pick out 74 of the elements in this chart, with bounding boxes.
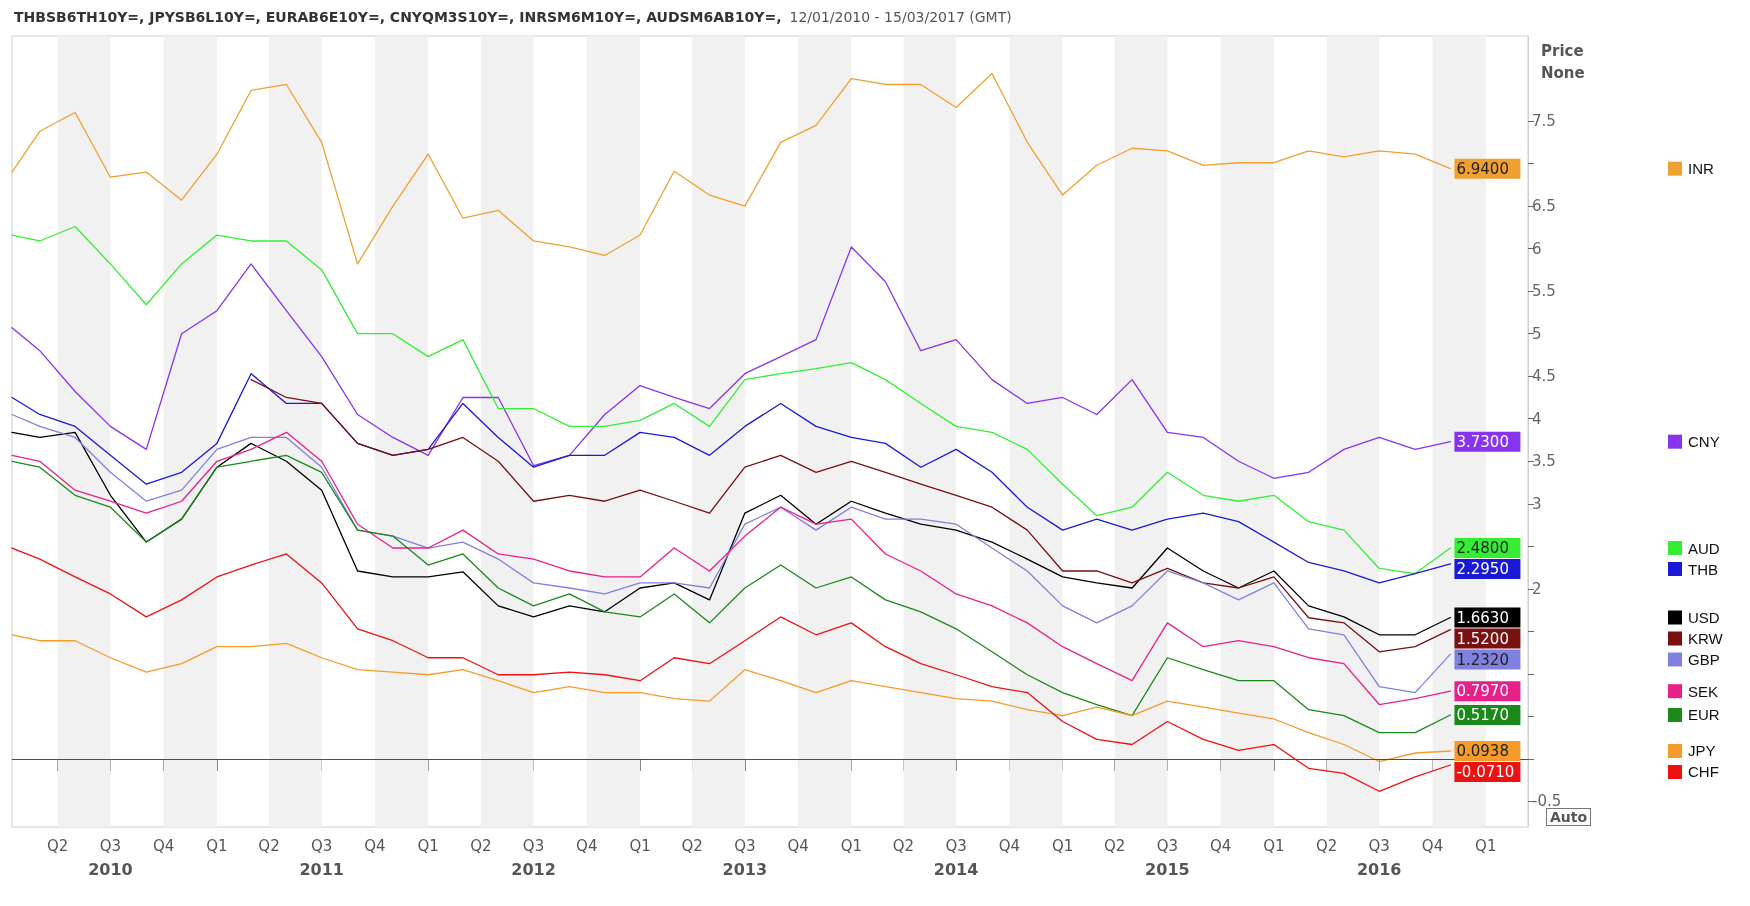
legend-label: CNY (1688, 433, 1720, 451)
x-tick-label: Q2 (681, 837, 703, 855)
x-tick-label: Q4 (576, 837, 598, 855)
line-series (11, 454, 1452, 734)
data-label: 2.2950 (1456, 560, 1509, 579)
x-tick-label: Q4 (152, 837, 175, 855)
x-tick-label: Q3 2016 (1356, 837, 1402, 879)
data-label: 1.5200 (1456, 629, 1509, 648)
data-label: 1.6630 (1456, 608, 1509, 627)
y-tick-label: 3 (1532, 494, 1542, 513)
x-tick-label: Q3 2015 (1145, 837, 1190, 879)
y-tick-label: 5.5 (1532, 282, 1556, 301)
data-label: 1.2320 (1456, 650, 1509, 669)
line-series (11, 225, 1452, 575)
auto-button: Auto (1546, 808, 1592, 826)
x-tick-label: Q1 (629, 837, 651, 855)
data-label: 3.7300 (1456, 432, 1509, 451)
x-tick-label: Q4 (998, 837, 1021, 855)
line-series (11, 373, 1452, 584)
y-tick-label: 7.5 (1532, 112, 1556, 131)
data-label: 0.0938 (1456, 741, 1509, 760)
x-tick-label: Q3 2014 (933, 837, 979, 879)
legend-label: USD (1688, 609, 1720, 627)
x-tick-label: Q4 (1421, 837, 1444, 855)
line-series (250, 378, 1452, 653)
x-tick-label: Q1 (1263, 837, 1285, 855)
legend-label: KRW (1688, 630, 1724, 648)
x-tick-label: Q3 2013 (722, 837, 768, 879)
data-label: 0.7970 (1456, 682, 1509, 701)
chart-title: THBSB6TH10Y=, JPYSB6L10Y=, EURAB6E10Y=, CNYQM3S10Y=, INRSM6M10Y=, AUDSM6AB10Y=, (14, 9, 782, 25)
line-series (11, 634, 1452, 763)
y-tick-label: -0.5 (1532, 792, 1562, 811)
x-tick-label: Q2 (470, 837, 492, 855)
legend-label: AUD (1688, 539, 1720, 557)
x-tick-label: Q2 (1104, 837, 1126, 855)
legend-label: SEK (1688, 682, 1719, 700)
data-label: 2.4800 (1456, 539, 1509, 558)
legend-label: GBP (1688, 651, 1720, 669)
x-tick-label: Q3 2012 (511, 837, 556, 879)
x-tick-label: Q4 (1209, 837, 1232, 855)
y-axis-title: Price None (1541, 42, 1585, 82)
y-tick-label: 4.5 (1532, 367, 1556, 386)
x-tick-label: Q2 (1315, 837, 1338, 855)
x-tick-label: Q1 (417, 837, 439, 855)
line-series (11, 72, 1452, 265)
x-tick-label: Q3 2010 (88, 837, 133, 879)
chart-subtitle: 12/01/2010 - 15/03/2017 (GMT) (789, 9, 1012, 25)
x-tick-label: Q2 (258, 837, 280, 855)
x-tick-label: Q2 (892, 837, 915, 855)
x-tick-label: Q2 (47, 837, 69, 855)
x-tick-label: Q4 (364, 837, 386, 855)
line-series (11, 246, 1452, 479)
x-tick-label: Q4 (787, 837, 809, 855)
legend-label: THB (1688, 560, 1718, 578)
y-tick-label: 6.5 (1532, 197, 1556, 216)
legend-label: CHF (1688, 763, 1719, 781)
data-label: 0.5170 (1456, 705, 1509, 724)
data-label: -0.0710 (1456, 762, 1515, 781)
data-label: 6.9400 (1456, 159, 1509, 178)
line-series (11, 547, 1452, 792)
x-tick-label: Q1 (206, 837, 228, 855)
y-tick-label: 6 (1532, 239, 1542, 258)
line-series (11, 431, 1452, 636)
x-tick-label: Q1 (1051, 837, 1074, 855)
y-tick-label: 3.5 (1532, 452, 1556, 471)
y-tick-label: 2 (1532, 579, 1542, 598)
x-tick-label: Q1 (840, 837, 863, 855)
y-tick-label: 5 (1532, 324, 1542, 343)
x-tick-label: Q3 2011 (299, 837, 344, 879)
x-tick-label: Q1 (1475, 837, 1497, 855)
legend-label: EUR (1688, 706, 1720, 724)
y-tick-label: 4 (1532, 409, 1542, 428)
legend-label: INR (1688, 160, 1714, 178)
legend-label: JPY (1688, 742, 1716, 760)
